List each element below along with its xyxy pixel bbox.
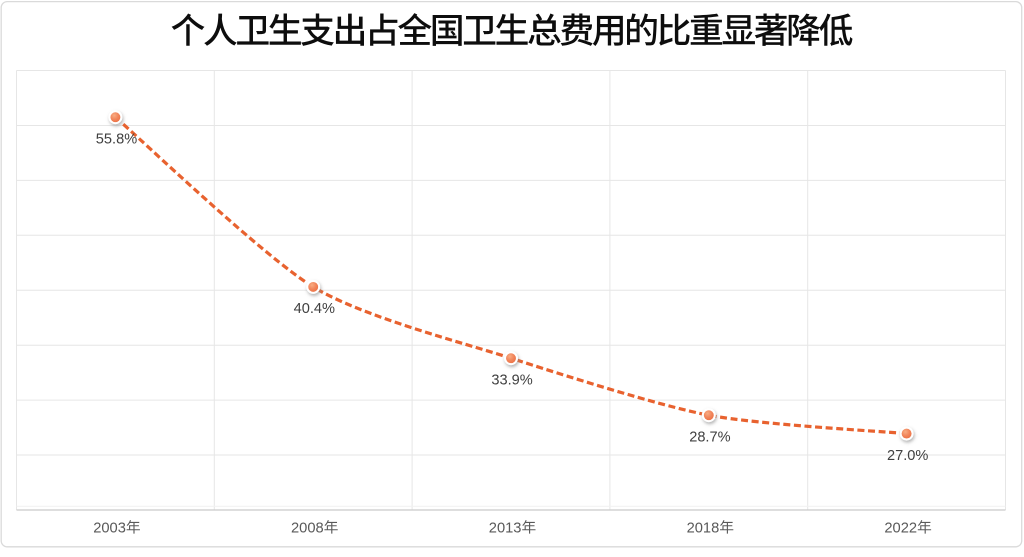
svg-text:2008: 2008 (291, 521, 324, 537)
svg-text:27.0%: 27.0% (887, 448, 928, 464)
svg-text:2018: 2018 (687, 521, 720, 537)
svg-text:55.8%: 55.8% (96, 131, 137, 147)
svg-text:33.9%: 33.9% (491, 372, 532, 388)
svg-text:2003: 2003 (93, 521, 126, 537)
svg-text:2013: 2013 (489, 521, 522, 537)
svg-text:28.7%: 28.7% (689, 429, 730, 445)
svg-text:2022: 2022 (884, 521, 917, 537)
svg-text:40.4%: 40.4% (294, 301, 335, 317)
